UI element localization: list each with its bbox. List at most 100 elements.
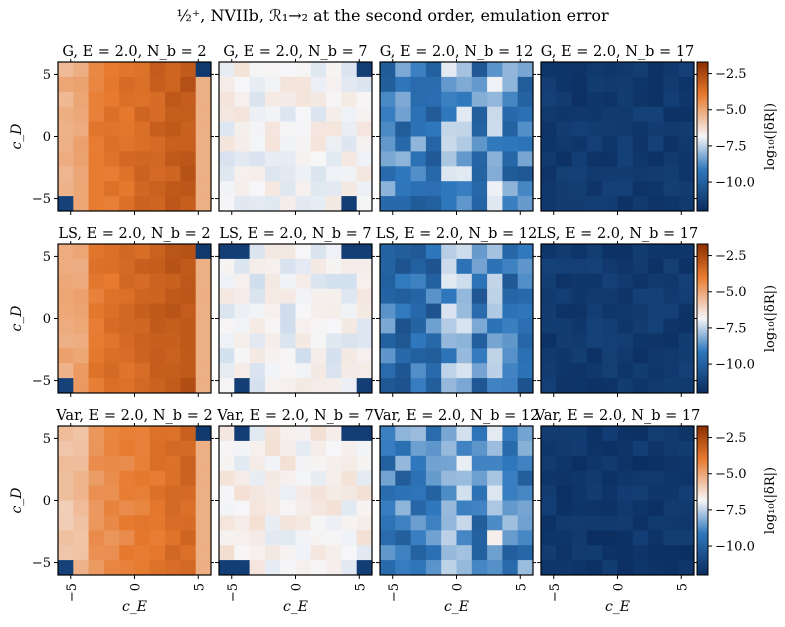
panel-title: G, E = 2.0, N_b = 12 [380, 44, 534, 60]
heatmap-cell [356, 288, 373, 304]
heatmap-cell [326, 485, 342, 501]
heatmap-cell [249, 485, 266, 501]
colorbar-tick-label: −7.5 [715, 503, 747, 518]
heatmap-cell [456, 121, 473, 137]
heatmap-cell [678, 196, 695, 212]
heatmap-cell [280, 106, 296, 122]
heatmap-cell [341, 318, 358, 334]
heatmap-cell [280, 426, 296, 442]
heatmap-cell [280, 121, 296, 137]
heatmap-cell [103, 500, 120, 516]
heatmap-cell [410, 166, 427, 182]
heatmap-cell [425, 455, 442, 472]
heatmap-cell [249, 333, 266, 349]
heatmap-cell [487, 378, 503, 394]
heatmap-cell [195, 378, 212, 394]
heatmap-cell [395, 500, 411, 516]
heatmap-cell [586, 530, 603, 546]
heatmap-cell [180, 500, 197, 516]
heatmap-cell [295, 485, 312, 501]
heatmap-cell [456, 378, 473, 394]
heatmap-cell [73, 348, 89, 364]
heatmap-cell [395, 426, 411, 442]
heatmap-cell [119, 515, 135, 531]
heatmap-cell [571, 378, 588, 394]
heatmap-cell [103, 318, 120, 334]
heatmap-cell [471, 333, 488, 349]
heatmap-cell [280, 318, 296, 334]
heatmap-cell [249, 196, 266, 212]
heatmap-cell [586, 196, 603, 212]
heatmap-cell [326, 545, 342, 561]
heatmap-cell [648, 244, 664, 260]
heatmap-cell [264, 62, 281, 78]
heatmap-cell [326, 196, 342, 212]
heatmap-cell [380, 530, 396, 546]
heatmap-cell [380, 348, 396, 364]
heatmap-cell [249, 348, 266, 364]
heatmap-cell [165, 363, 181, 379]
heatmap-cell [165, 196, 181, 212]
heatmap-cell [264, 515, 281, 531]
heatmap-cell [58, 151, 74, 167]
heatmap-cell [380, 76, 396, 93]
heatmap-cell [165, 151, 181, 167]
heatmap-cell [602, 530, 618, 546]
heatmap-cell [678, 258, 695, 275]
heatmap-cell [502, 485, 519, 501]
heatmap-cell [280, 303, 296, 319]
heatmap-cell [380, 151, 396, 167]
heatmap-cell [149, 91, 166, 108]
heatmap-cell [195, 545, 212, 561]
heatmap-cell [471, 106, 488, 122]
y-tick-label: 5 [43, 68, 51, 83]
heatmap-cell [264, 363, 281, 379]
heatmap-cell [249, 136, 266, 152]
heatmap-cell [395, 440, 411, 457]
heatmap-cell [602, 166, 618, 182]
heatmap-cell [617, 470, 634, 486]
heatmap-cell [456, 273, 473, 290]
heatmap-cell [441, 303, 457, 319]
heatmap-cell [219, 440, 235, 457]
heatmap-cell [264, 560, 281, 576]
heatmap-cell [195, 91, 212, 108]
heatmap-cell [586, 470, 603, 486]
heatmap-cell [487, 303, 503, 319]
heatmap-cell [356, 136, 373, 152]
heatmap-cell [119, 440, 135, 457]
heatmap-cell [88, 318, 105, 334]
heatmap-cell [395, 333, 411, 349]
heatmap-cell [180, 106, 197, 122]
heatmap-cell [341, 136, 358, 152]
heatmap-cell [556, 196, 572, 212]
heatmap-cell [471, 151, 488, 167]
heatmap-cell [602, 258, 618, 275]
heatmap-cell [632, 106, 649, 122]
heatmap-cell [602, 455, 618, 472]
heatmap-cell [632, 273, 649, 290]
panel-title: LS, E = 2.0, N_b = 17 [537, 226, 699, 242]
heatmap-cell [195, 485, 212, 501]
heatmap-cell [678, 426, 695, 442]
heatmap-cell [617, 258, 634, 275]
heatmap-cell [648, 378, 664, 394]
heatmap-cell [119, 426, 135, 442]
heatmap-cell [456, 485, 473, 501]
heatmap-cell [134, 545, 151, 561]
heatmap-cell [441, 378, 457, 394]
heatmap-cell [341, 196, 358, 212]
heatmap-cell [149, 76, 166, 93]
heatmap-cell [195, 318, 212, 334]
heatmap-cell [586, 121, 603, 137]
heatmap-cell [663, 545, 680, 561]
heatmap-cell [456, 196, 473, 212]
heatmap-cell [571, 455, 588, 472]
heatmap-cell [310, 318, 327, 334]
heatmap-cell [356, 515, 373, 531]
heatmap-cell [149, 440, 166, 457]
heatmap-cell [425, 76, 442, 93]
heatmap-cell [648, 121, 664, 137]
x-tick-label: 0 [612, 583, 627, 591]
heatmap-cell [571, 196, 588, 212]
